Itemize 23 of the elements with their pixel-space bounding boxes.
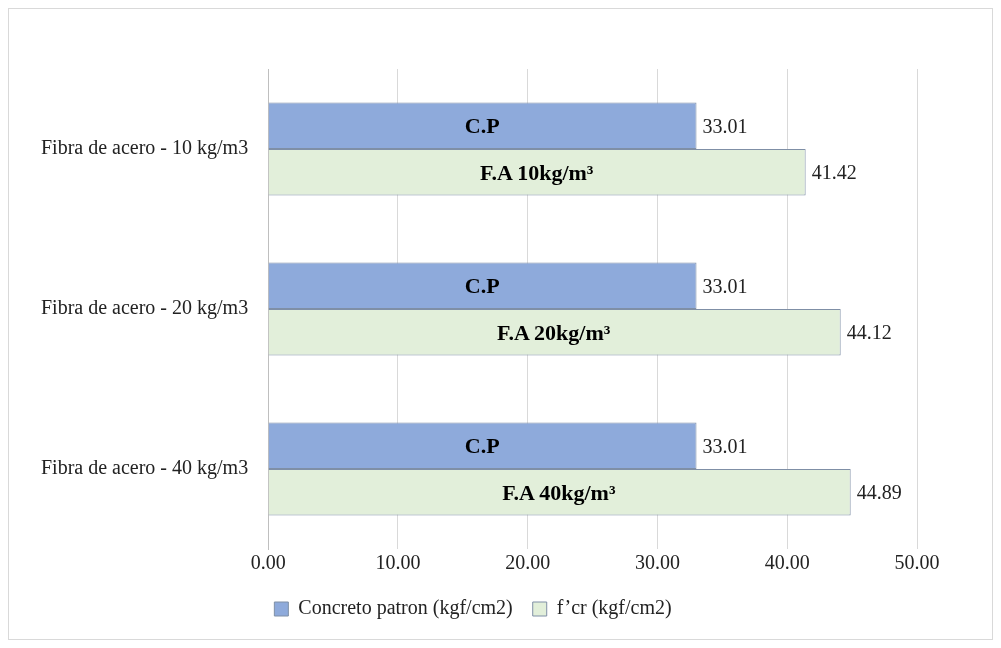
x-tick-label: 0.00 [250,551,286,574]
annotation: C.P [464,113,500,139]
data-label: 44.12 [846,321,892,344]
y-tick-label: Fibra de acero - 40 kg/m3 [40,456,249,480]
legend-label: f’cr (kgf/cm2) [556,596,672,620]
annotation: F.A 40kg/m³ [502,479,616,505]
annotation: F.A 10kg/m³ [480,159,594,185]
x-tick-label: 40.00 [764,551,810,574]
annotation: F.A 20kg/m³ [496,319,611,345]
data-label: 33.01 [702,435,748,458]
y-tick-label: Fibra de acero - 10 kg/m3 [40,136,249,160]
annotation: C.P [464,433,500,459]
x-tick-label: 30.00 [634,551,680,574]
y-tick-label: Fibra de acero - 20 kg/m3 [40,296,249,320]
data-label: 33.01 [702,275,748,298]
annotation: C.P [464,273,500,299]
x-tick-label: 50.00 [894,551,940,574]
data-label: 33.01 [702,115,748,138]
x-tick-label: 10.00 [375,551,421,574]
x-tick-label: 20.00 [505,551,551,574]
legend-label: Concreto patron (kgf/cm2) [298,596,513,620]
data-label: 44.89 [856,481,902,504]
data-label: 41.42 [811,161,857,184]
